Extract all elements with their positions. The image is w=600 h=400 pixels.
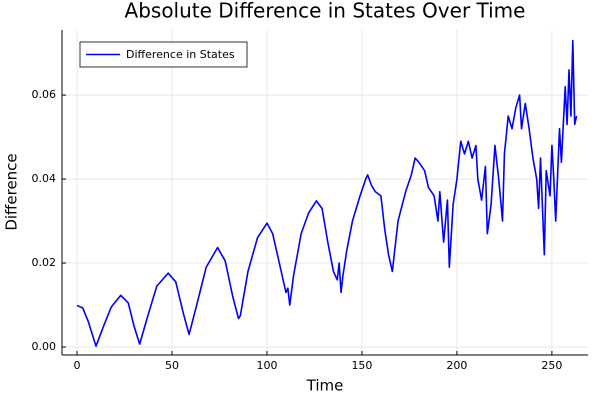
x-tick-label: 100 [256,359,277,372]
x-axis-label: Time [306,377,344,395]
x-tick-label: 200 [446,359,467,372]
y-tick-label: 0.06 [32,88,57,101]
x-tick-label: 150 [351,359,372,372]
y-axis-label: Difference [3,153,21,230]
x-tick-label: 0 [74,359,81,372]
y-tick-label: 0.00 [32,340,57,353]
legend-label: Difference in States [126,48,235,61]
x-tick-label: 50 [165,359,179,372]
data-line [76,39,578,347]
y-tick-label: 0.04 [32,172,57,185]
x-tick-label: 250 [541,359,562,372]
chart-title: Absolute Difference in States Over Time [125,0,526,23]
y-tick-label: 0.02 [32,256,57,269]
